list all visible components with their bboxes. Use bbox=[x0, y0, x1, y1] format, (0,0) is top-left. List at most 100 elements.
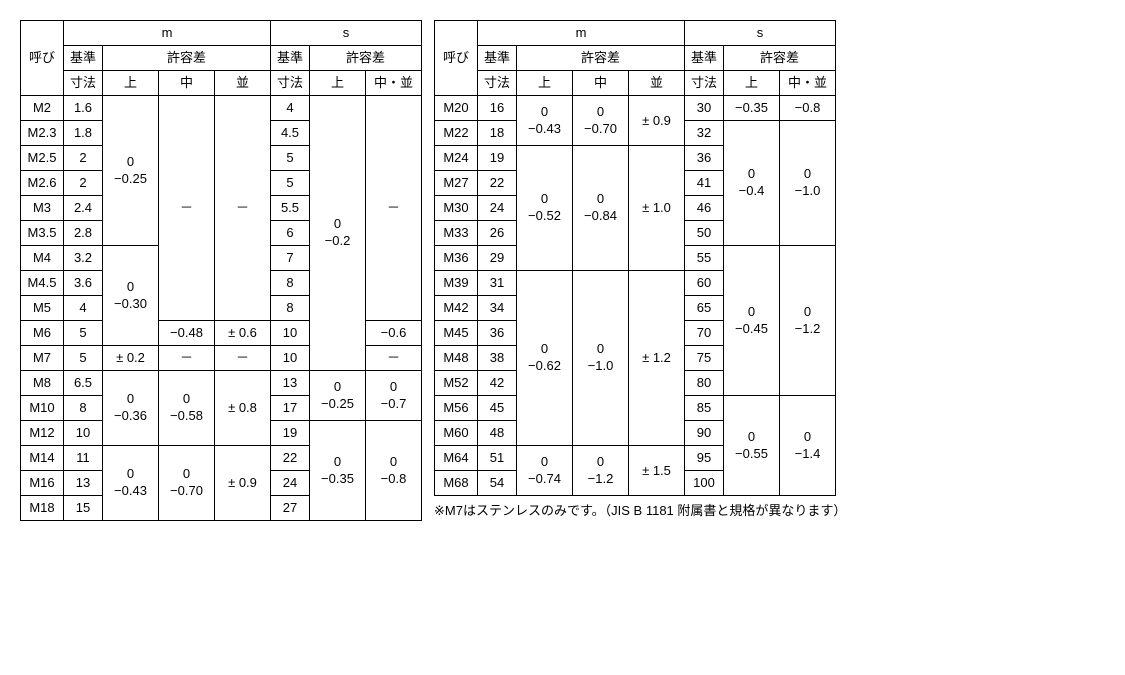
spec-table-right: 呼び m s 基準 許容差 基準 許容差 寸法 上 中 並 寸法 上 中・並 M… bbox=[434, 20, 836, 496]
hdr-naka-m: 中 bbox=[573, 71, 629, 96]
cell-m-naka-4: 0−0.58 bbox=[159, 371, 215, 446]
cell-mk: 36 bbox=[478, 321, 517, 346]
table-right-wrap: 呼び m s 基準 許容差 基準 許容差 寸法 上 中 並 寸法 上 中・並 M… bbox=[434, 20, 846, 519]
cell-m-nami-1: ± 0.9 bbox=[629, 96, 685, 146]
cell-m-nami-5: ± 0.9 bbox=[215, 446, 271, 521]
cell-m-ue-2: 0−0.30 bbox=[103, 246, 159, 346]
cell-yobi: M7 bbox=[21, 346, 64, 371]
cell-mk: 11 bbox=[64, 446, 103, 471]
cell-s-ue-3: 0−0.55 bbox=[724, 396, 780, 496]
cell-m-naka-1: 0−0.70 bbox=[573, 96, 629, 146]
hdr-naka-m: 中 bbox=[159, 71, 215, 96]
cell-m-ue-3: ± 0.2 bbox=[103, 346, 159, 371]
cell-mk: 22 bbox=[478, 171, 517, 196]
hdr-kijun-s: 基準 bbox=[271, 46, 310, 71]
hdr-nn-s: 中・並 bbox=[780, 71, 836, 96]
cell-yobi: M52 bbox=[435, 371, 478, 396]
cell-sk: 5 bbox=[271, 146, 310, 171]
cell-yobi: M5 bbox=[21, 296, 64, 321]
hdr-sunpo-s: 寸法 bbox=[685, 71, 724, 96]
cell-yobi: M45 bbox=[435, 321, 478, 346]
cell-sk: 24 bbox=[271, 471, 310, 496]
cell-m-naka-4: 0−1.2 bbox=[573, 446, 629, 496]
cell-yobi: M4 bbox=[21, 246, 64, 271]
cell-yobi: M36 bbox=[435, 246, 478, 271]
cell-s-nn-1: 0−1.0 bbox=[780, 121, 836, 246]
cell-yobi: M12 bbox=[21, 421, 64, 446]
cell-sk: 41 bbox=[685, 171, 724, 196]
cell-sk: 5.5 bbox=[271, 196, 310, 221]
hdr-nami-m: 並 bbox=[629, 71, 685, 96]
cell-m-ue-5: 0−0.43 bbox=[103, 446, 159, 521]
cell-mk: 1.8 bbox=[64, 121, 103, 146]
cell-s-ue-2: 0−0.25 bbox=[310, 371, 366, 421]
cell-sk: 90 bbox=[685, 421, 724, 446]
cell-s-nn-2: −0.6 bbox=[366, 321, 422, 346]
cell-m-ue-1: 0−0.43 bbox=[517, 96, 573, 146]
cell-yobi: M27 bbox=[435, 171, 478, 196]
cell-yobi: M39 bbox=[435, 271, 478, 296]
table-left-wrap: 呼び m s 基準 許容差 基準 許容差 寸法 上 中 並 寸法 上 中・並 M… bbox=[20, 20, 422, 521]
cell-mk: 54 bbox=[478, 471, 517, 496]
cell-yobi: M30 bbox=[435, 196, 478, 221]
cell-m-ue-1: 0−0.25 bbox=[103, 96, 159, 246]
cell-m-naka-3: － bbox=[159, 346, 215, 371]
cell-yobi: M20 bbox=[435, 96, 478, 121]
cell-m-ue-2: 0−0.52 bbox=[517, 146, 573, 271]
cell-m-naka-2: 0−0.84 bbox=[573, 146, 629, 271]
hdr-s: s bbox=[271, 21, 422, 46]
cell-mk: 34 bbox=[478, 296, 517, 321]
spec-table-left: 呼び m s 基準 許容差 基準 許容差 寸法 上 中 並 寸法 上 中・並 M… bbox=[20, 20, 422, 521]
hdr-kijun-s: 基準 bbox=[685, 46, 724, 71]
cell-sk: 10 bbox=[271, 321, 310, 346]
cell-mk: 2.4 bbox=[64, 196, 103, 221]
cell-m-nami-3: ± 1.2 bbox=[629, 271, 685, 446]
hdr-nami-m: 並 bbox=[215, 71, 271, 96]
cell-sk: 8 bbox=[271, 271, 310, 296]
cell-s-nn-5: 0−0.8 bbox=[366, 421, 422, 521]
cell-sk: 100 bbox=[685, 471, 724, 496]
cell-yobi: M56 bbox=[435, 396, 478, 421]
cell-m-nami-2: ± 0.6 bbox=[215, 321, 271, 346]
cell-mk: 26 bbox=[478, 221, 517, 246]
cell-yobi: M2 bbox=[21, 96, 64, 121]
cell-sk: 70 bbox=[685, 321, 724, 346]
cell-sk: 19 bbox=[271, 421, 310, 446]
cell-sk: 46 bbox=[685, 196, 724, 221]
cell-m-nami-4: ± 1.5 bbox=[629, 446, 685, 496]
cell-sk: 6 bbox=[271, 221, 310, 246]
cell-s-ue-0: −0.35 bbox=[724, 96, 780, 121]
cell-sk: 75 bbox=[685, 346, 724, 371]
cell-mk: 24 bbox=[478, 196, 517, 221]
cell-s-nn-2: 0−1.2 bbox=[780, 246, 836, 396]
cell-yobi: M4.5 bbox=[21, 271, 64, 296]
hdr-m: m bbox=[64, 21, 271, 46]
hdr-kijun-m: 基準 bbox=[64, 46, 103, 71]
cell-yobi: M10 bbox=[21, 396, 64, 421]
hdr-m: m bbox=[478, 21, 685, 46]
cell-m-naka-2: −0.48 bbox=[159, 321, 215, 346]
cell-m-ue-3: 0−0.62 bbox=[517, 271, 573, 446]
cell-yobi: M2.5 bbox=[21, 146, 64, 171]
footnote: ※M7はステンレスのみです。（JIS B 1181 附属書と規格が異なります） bbox=[434, 500, 846, 519]
cell-m-nami-3: － bbox=[215, 346, 271, 371]
cell-sk: 27 bbox=[271, 496, 310, 521]
cell-mk: 10 bbox=[64, 421, 103, 446]
cell-m-naka-1: － bbox=[159, 96, 215, 321]
hdr-s: s bbox=[685, 21, 836, 46]
cell-yobi: M68 bbox=[435, 471, 478, 496]
cell-s-nn-4: 0−0.7 bbox=[366, 371, 422, 421]
cell-m-ue-4: 0−0.36 bbox=[103, 371, 159, 446]
cell-yobi: M14 bbox=[21, 446, 64, 471]
cell-sk: 17 bbox=[271, 396, 310, 421]
cell-sk: 4 bbox=[271, 96, 310, 121]
cell-sk: 60 bbox=[685, 271, 724, 296]
cell-yobi: M24 bbox=[435, 146, 478, 171]
cell-yobi: M18 bbox=[21, 496, 64, 521]
cell-yobi: M48 bbox=[435, 346, 478, 371]
cell-mk: 15 bbox=[64, 496, 103, 521]
cell-m-nami-1: － bbox=[215, 96, 271, 321]
hdr-ue-s: 上 bbox=[310, 71, 366, 96]
cell-s-ue-1: 0−0.4 bbox=[724, 121, 780, 246]
cell-yobi: M64 bbox=[435, 446, 478, 471]
